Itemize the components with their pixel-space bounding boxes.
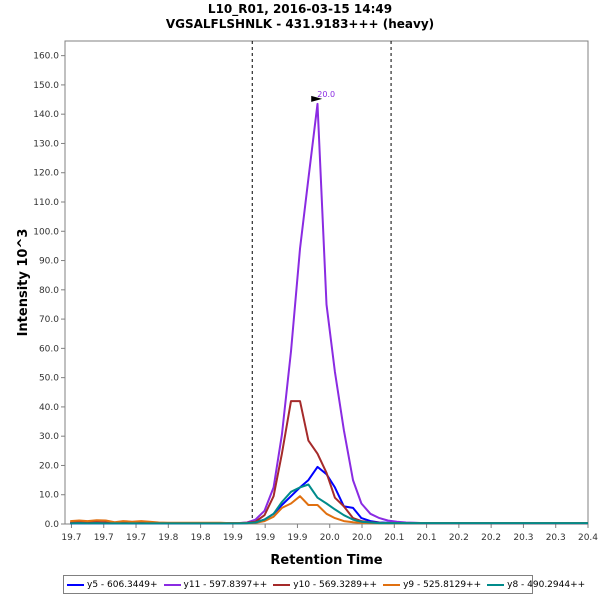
- chart-subtitle: VGSALFLSHNLK - 431.9183+++ (heavy): [165, 17, 435, 31]
- x-tick-label: 20.2: [449, 533, 469, 543]
- legend-item: y11 - 597.8397++: [163, 579, 268, 590]
- legend-swatch: [273, 583, 291, 586]
- legend-item: y9 - 525.8129++: [383, 580, 481, 590]
- x-tick-label: 20.3: [513, 533, 533, 543]
- y-tick-label: 120.0: [33, 169, 59, 179]
- x-tick-label: 19.8: [191, 533, 211, 543]
- x-tick-label: 20.3: [546, 533, 566, 543]
- y-tick-label: 110.0: [33, 198, 59, 208]
- legend-swatch: [487, 583, 505, 586]
- x-tick-label: 19.9: [287, 533, 307, 543]
- legend-label: y5 - 606.3449+: [87, 579, 158, 590]
- peak-annotation-label: 20.0: [317, 90, 335, 99]
- x-tick-label: 20.0: [320, 533, 340, 543]
- x-tick-label: 19.7: [94, 533, 114, 543]
- y-axis-label: Intensity 10^3: [16, 229, 31, 337]
- x-tick-label: 19.9: [223, 533, 243, 543]
- y-tick-label: 80.0: [39, 286, 59, 296]
- series-line: [70, 483, 588, 525]
- chromatogram-chart: 0.0 10.0 20.0 30.0 40.0 50.0 60.0 70.0 80.0 90.0 1…: [16, 40, 598, 568]
- x-axis-label: Retention Time: [270, 553, 382, 568]
- x-tick-label: 20.2: [481, 533, 501, 543]
- x-tick-label: 20.0: [352, 533, 372, 543]
- series-line: [70, 495, 588, 525]
- y-tick-label: 50.0: [39, 374, 59, 384]
- x-tick-label: 19.8: [158, 533, 178, 543]
- plot-area: [64, 40, 589, 525]
- legend-item: y8 - 490.2944++: [487, 580, 585, 590]
- y-tick-label: 160.0: [33, 52, 59, 62]
- x-tick-label: 20.1: [417, 533, 437, 543]
- x-tick-label: 19.9: [255, 533, 275, 543]
- x-tick-label: 19.7: [61, 533, 81, 543]
- legend-swatch: [383, 583, 401, 586]
- y-tick-label: 130.0: [33, 139, 59, 149]
- y-tick-label: 70.0: [39, 315, 59, 325]
- x-tick-label: 20.4: [578, 533, 598, 543]
- y-tick-label: 40.0: [39, 403, 59, 413]
- legend-label: y11 - 597.8397++: [183, 579, 268, 590]
- legend-label: y10 - 569.3289++: [293, 579, 378, 590]
- y-tick-label: 90.0: [39, 257, 59, 267]
- y-tick-label: 60.0: [39, 344, 59, 354]
- legend-label: y8 - 490.2944++: [507, 579, 586, 590]
- series-line: [70, 102, 588, 525]
- y-tick-label: 0.0: [45, 520, 60, 530]
- legend-label: y9 - 525.8129++: [403, 579, 482, 590]
- legend-item: y5 - 606.3449+: [67, 580, 158, 590]
- y-tick-label: 150.0: [33, 81, 59, 91]
- chart-title: L10_R01, 2016-03-15 14:49: [207, 2, 393, 16]
- x-tick-label: 20.1: [384, 533, 404, 543]
- legend-item: y10 - 569.3289++: [273, 580, 377, 590]
- legend-swatch: [67, 583, 84, 586]
- y-tick-label: 20.0: [39, 461, 59, 471]
- x-tick-label: 19.7: [126, 533, 146, 543]
- y-tick-label: 30.0: [39, 432, 59, 442]
- legend-swatch: [163, 583, 181, 586]
- y-tick-label: 140.0: [33, 110, 59, 120]
- peak-marker-arrow: [311, 95, 323, 102]
- chart-legend: y5 - 606.3449+ y11 - 597.8397++ y10 - 569.…: [63, 575, 585, 594]
- y-tick-label: 100.0: [33, 227, 59, 237]
- y-tick-label: 10.0: [39, 491, 59, 501]
